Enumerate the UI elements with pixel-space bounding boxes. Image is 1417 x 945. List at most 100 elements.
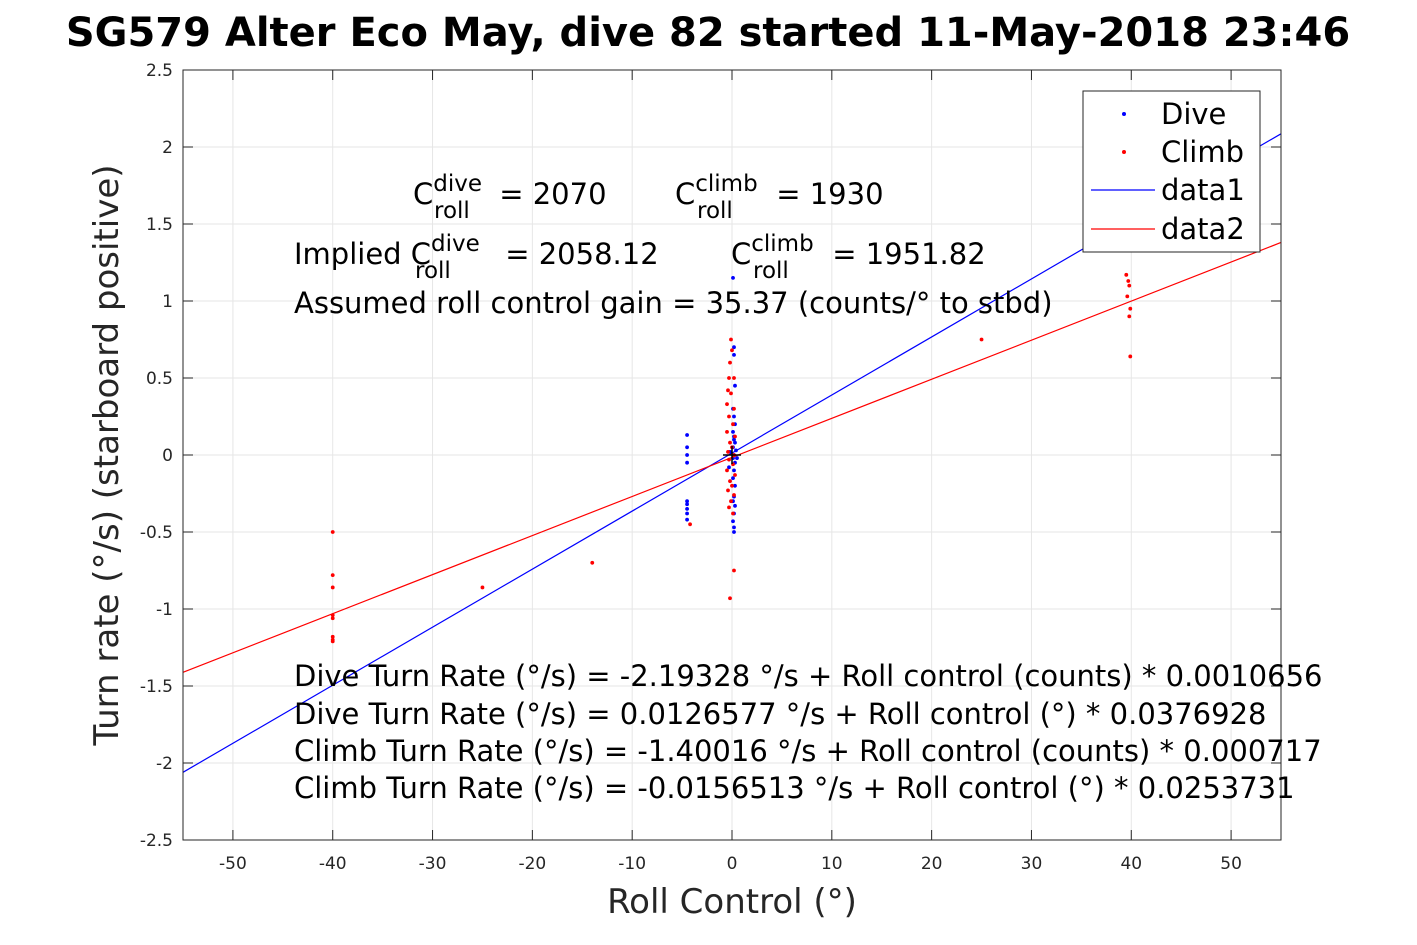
dive-point xyxy=(732,530,736,534)
dive-point xyxy=(732,525,736,530)
dive-point xyxy=(733,503,737,508)
c-dive-annotation: Cdive roll = 2070 xyxy=(413,171,607,224)
climb-point xyxy=(729,499,733,504)
climb-point xyxy=(726,388,730,393)
climb-point xyxy=(330,639,335,644)
x-tick-label: -40 xyxy=(319,854,347,874)
dive-point xyxy=(732,414,736,419)
c-dive-value: = 2070 xyxy=(490,177,607,211)
dive-point xyxy=(685,453,689,457)
climb-point xyxy=(728,440,732,445)
climb-point xyxy=(732,568,736,573)
climb-point xyxy=(590,560,595,565)
implied-dive-sub: roll xyxy=(415,258,451,284)
implied-dive-value: = 2058.12 xyxy=(496,237,659,271)
x-tick-label: -20 xyxy=(518,854,546,874)
x-tick-label: 40 xyxy=(1120,854,1142,874)
dive-point xyxy=(733,483,737,488)
climb-point xyxy=(330,616,335,621)
c-dive-label: C xyxy=(413,177,433,211)
y-tick-label: 1.5 xyxy=(146,215,173,235)
x-axis-label: Roll Control (°) xyxy=(607,882,857,922)
climb-point xyxy=(1128,306,1133,311)
fit-line-4: Climb Turn Rate (°/s) = -0.0156513 °/s +… xyxy=(294,771,1295,805)
y-tick-label: -2.5 xyxy=(140,831,173,851)
fit-line-3: Climb Turn Rate (°/s) = -1.40016 °/s + R… xyxy=(294,734,1322,768)
fit-line-1: Dive Turn Rate (°/s) = -2.19328 °/s + Ro… xyxy=(294,659,1322,693)
chart-title: SG579 Alter Eco May, dive 82 started 11-… xyxy=(66,10,1350,56)
climb-point xyxy=(979,337,984,342)
legend-dive-marker xyxy=(1122,112,1126,116)
dive-point xyxy=(727,465,731,470)
climb-point xyxy=(725,402,729,407)
implied-climb-value: = 1951.82 xyxy=(823,237,986,271)
climb-point xyxy=(728,479,732,484)
dive-point xyxy=(685,502,689,507)
climb-point xyxy=(725,430,729,434)
climb-point xyxy=(1126,279,1131,283)
y-tick-label: 0.5 xyxy=(146,369,173,389)
fit-line-2: Dive Turn Rate (°/s) = 0.0126577 °/s + R… xyxy=(294,697,1266,731)
climb-point xyxy=(729,337,733,342)
x-tick-label: -50 xyxy=(219,854,247,874)
y-axis-label: Turn rate (°/s) (starboard positive) xyxy=(87,164,127,746)
climb-point xyxy=(727,414,731,419)
climb-point xyxy=(733,473,737,477)
implied-climb-sup: climb xyxy=(751,231,813,257)
dive-point xyxy=(685,507,689,511)
legend-data1-label: data1 xyxy=(1161,173,1245,207)
dive-point xyxy=(685,511,689,516)
implied-climb-sub: roll xyxy=(753,258,789,284)
climb-point xyxy=(1128,354,1133,359)
c-climb-sup: climb xyxy=(695,171,757,197)
climb-point xyxy=(731,422,735,427)
y-tick-label: -2 xyxy=(156,754,173,774)
y-tick-label: -1.5 xyxy=(140,677,173,697)
dive-point xyxy=(731,430,735,434)
dive-point xyxy=(733,440,737,445)
legend-climb-marker xyxy=(1122,150,1126,154)
legend-climb-label: Climb xyxy=(1161,135,1244,169)
implied-climb-annotation: Cclimb roll = 1951.82 xyxy=(731,231,986,284)
legend-data2-label: data2 xyxy=(1161,212,1245,246)
climb-point xyxy=(726,488,730,493)
climb-point xyxy=(1125,294,1130,299)
climb-point xyxy=(732,376,736,380)
x-tick-label: 30 xyxy=(1021,854,1043,874)
annotations: Cdive roll = 2070 Cclimb roll = 1930 Impli… xyxy=(294,171,1322,805)
implied-dive-annotation: Implied Cdive roll = 2058.12 xyxy=(294,231,659,284)
climb-point xyxy=(730,483,734,488)
dive-point xyxy=(685,460,689,465)
dive-point xyxy=(685,445,689,450)
legend-dive-label: Dive xyxy=(1161,97,1226,131)
implied-dive-sup: dive xyxy=(431,231,480,257)
y-tick-label: -0.5 xyxy=(140,523,173,543)
climb-point xyxy=(1127,283,1132,288)
c-climb-value: = 1930 xyxy=(767,177,884,211)
implied-prefix: Implied C xyxy=(294,237,431,271)
climb-point xyxy=(726,450,730,454)
climb-point xyxy=(732,406,736,411)
y-tick-label: 2.5 xyxy=(146,61,173,81)
climb-point xyxy=(330,530,335,534)
climb-point xyxy=(727,505,731,510)
implied-climb-label: C xyxy=(731,237,751,271)
legend-box xyxy=(1082,90,1261,253)
climb-point xyxy=(727,376,731,380)
x-tick-label: 50 xyxy=(1220,854,1242,874)
climb-point xyxy=(728,360,732,365)
dive-point xyxy=(731,519,735,524)
c-dive-sup: dive xyxy=(433,171,482,197)
y-tick-label: 0 xyxy=(162,446,173,466)
climb-point xyxy=(730,348,734,353)
y-tick-label: -1 xyxy=(156,600,173,620)
x-tick-label: 20 xyxy=(921,854,943,874)
y-tick-label: 2 xyxy=(162,138,173,158)
x-tick-label: 10 xyxy=(821,854,843,874)
x-tick-label: 0 xyxy=(727,854,738,874)
climb-point xyxy=(330,573,335,578)
c-climb-label: C xyxy=(675,177,695,211)
x-tick-label: -30 xyxy=(419,854,447,874)
legend: Dive Climb data1 data2 xyxy=(1082,90,1261,253)
